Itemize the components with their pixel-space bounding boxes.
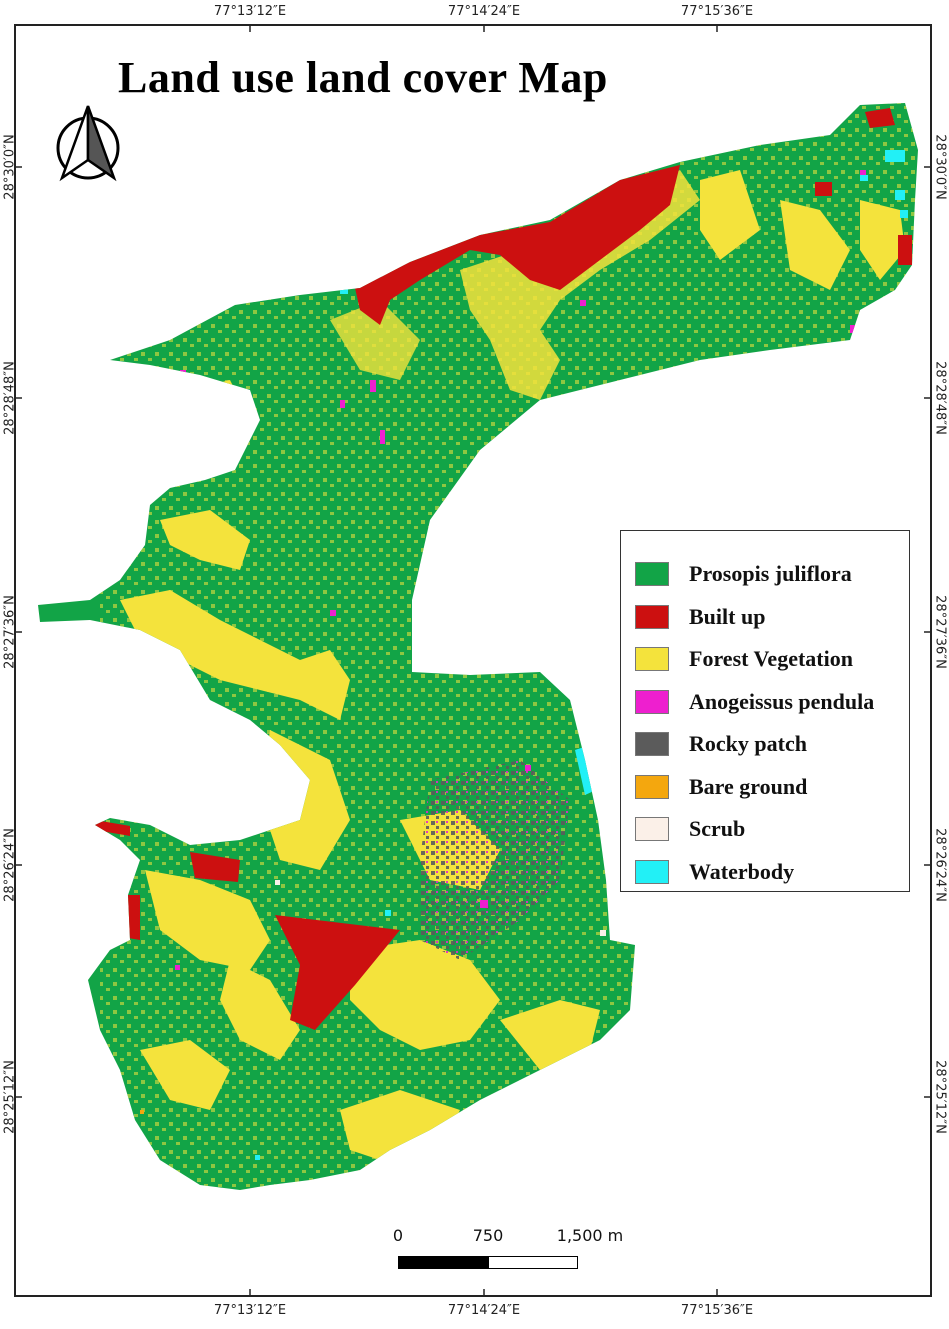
legend-item-scrub: Scrub (621, 808, 909, 851)
legend-label: Forest Vegetation (689, 646, 853, 672)
scale-label-750: 750 (472, 1226, 504, 1245)
legend-label: Anogeissus pendula (689, 688, 875, 714)
legend-swatch (635, 732, 669, 757)
legend-label: Rocky patch (689, 731, 807, 757)
rocky-patch-area (420, 760, 570, 960)
legend-item-prosopis-juliflora: Prosopis juliflora (621, 553, 909, 596)
legend-item-anogeissus-pendula: Anogeissus pendula (621, 681, 909, 724)
north-arrow-icon (56, 105, 120, 182)
legend-item-bare-ground: Bare ground (621, 766, 909, 809)
longitude-label-top-2: 77°14′24″E (447, 4, 521, 19)
legend-item-rocky-patch: Rocky patch (621, 723, 909, 766)
legend-item-waterbody: Waterbody (621, 851, 909, 894)
legend-swatch (635, 859, 669, 884)
legend-item-forest-vegetation: Forest Vegetation (621, 638, 909, 681)
scale-label-1500: 1,500 m (556, 1226, 624, 1245)
legend-swatch (635, 774, 669, 799)
legend-item-built-up: Built up (621, 596, 909, 639)
legend-label: Prosopis juliflora (689, 561, 852, 587)
legend-swatch (635, 562, 669, 587)
scale-bar-segment-white (488, 1256, 578, 1269)
scale-bar: 0 750 1,500 m (393, 1226, 623, 1274)
scale-label-0: 0 (392, 1226, 404, 1245)
legend-label: Scrub (689, 816, 746, 842)
legend-label: Waterbody (689, 858, 795, 884)
scale-bar-segment-black (398, 1256, 488, 1269)
longitude-label-bottom-3: 77°15′36″E (680, 1303, 754, 1318)
longitude-label-top-3: 77°15′36″E (680, 4, 754, 19)
longitude-label-bottom-1: 77°13′12″E (213, 1303, 287, 1318)
legend-swatch (635, 689, 669, 714)
legend-swatch (635, 647, 669, 672)
map-legend: Prosopis juliflora Built up Forest Veget… (620, 530, 910, 892)
legend-label: Bare ground (689, 773, 808, 799)
legend-swatch (635, 817, 669, 842)
built-up-areas (95, 108, 912, 1030)
longitude-label-bottom-2: 77°14′24″E (447, 1303, 521, 1318)
longitude-label-top-1: 77°13′12″E (213, 4, 287, 19)
legend-swatch (635, 604, 669, 629)
map-title: Land use land cover Map (118, 53, 608, 102)
legend-label: Built up (689, 603, 766, 629)
scrub-bareground-specks (140, 880, 606, 1114)
